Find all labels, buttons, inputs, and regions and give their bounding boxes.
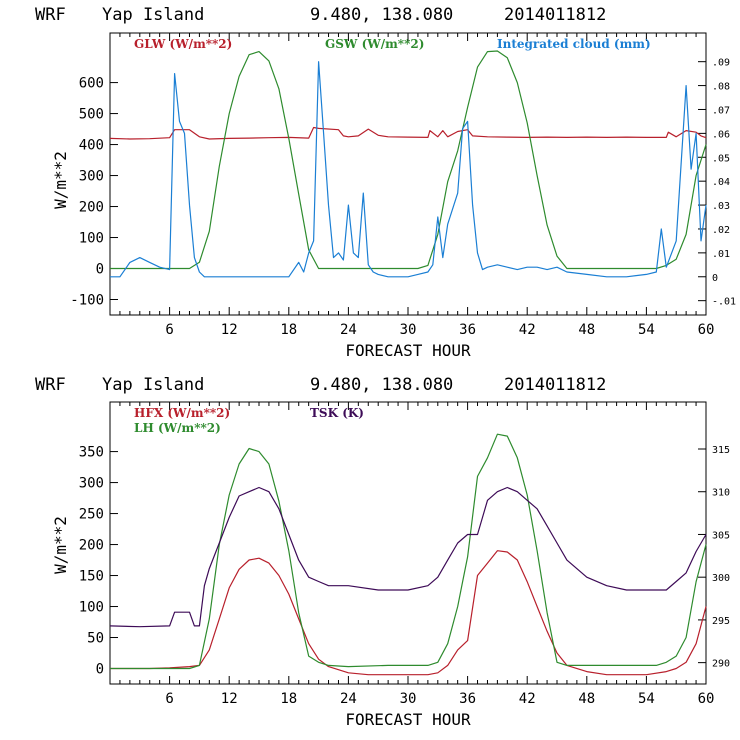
right-tick-label: .03: [712, 201, 730, 212]
y-tick-label: 300: [79, 169, 104, 185]
right-tick-label: .08: [712, 82, 730, 93]
y-tick-label: 300: [79, 476, 104, 492]
y-tick-label: 100: [79, 600, 104, 616]
y-tick-label: 400: [79, 138, 104, 154]
right-tick-label: .09: [712, 58, 730, 69]
right-tick-label: 300: [712, 573, 730, 584]
panel-radiation: WRF Yap Island 9.480, 138.080 2014011812…: [35, 5, 736, 360]
x-tick-label: 12: [221, 322, 238, 338]
x-tick-label: 54: [638, 322, 655, 338]
x-tick-labels: 6 12 18 24 30 36 42 48 54 60: [165, 691, 714, 707]
y-tick-labels: 0 50 100 150 200 250 300 350: [79, 445, 104, 678]
right-tick-label: .06: [712, 129, 730, 140]
series-line-glw: [109, 126, 707, 140]
header-model: WRF: [35, 5, 66, 25]
series-line-hfx: [110, 550, 707, 676]
x-tick-label: 60: [698, 691, 715, 707]
right-tick-label: 305: [712, 530, 730, 541]
x-tick-label: 42: [519, 322, 536, 338]
y-tick-label: 50: [87, 631, 104, 647]
legend-tsk: TSK (K): [310, 406, 364, 420]
x-tick-label: 24: [340, 322, 357, 338]
y-tick-label: 200: [79, 538, 104, 554]
y-axis-label: W/m**2: [51, 151, 70, 209]
x-tick-label: 42: [519, 691, 536, 707]
x-tick-label: 30: [400, 322, 417, 338]
right-tick-label: -.01: [712, 297, 736, 308]
y-tick-labels: -100 0 100 200 300 400 500 600: [70, 76, 104, 309]
x-tick-label: 54: [638, 691, 655, 707]
right-tick-label: 295: [712, 616, 730, 627]
legend-lh: LH (W/m**2): [134, 421, 221, 435]
x-tick-label: 6: [165, 691, 173, 707]
y-tick-label: 100: [79, 231, 104, 247]
series-line-integrated: [110, 61, 707, 278]
right-tick-label: 290: [712, 659, 730, 670]
y-tick-label: 200: [79, 200, 104, 216]
axis-ticks: [110, 402, 707, 684]
right-tick-labels: -.01 0 .01 .02 .03 .04 .05 .06 .07 .08 .09: [712, 58, 736, 308]
y-tick-label: 500: [79, 107, 104, 123]
x-tick-label: 30: [400, 691, 417, 707]
right-tick-label: 315: [712, 445, 730, 456]
y-axis-label: W/m**2: [51, 516, 70, 574]
right-tick-label: .01: [712, 249, 730, 260]
x-tick-label: 24: [340, 691, 357, 707]
header-location: Yap Island: [102, 375, 204, 395]
right-tick-label: .05: [712, 153, 730, 164]
x-tick-label: 48: [578, 322, 595, 338]
y-tick-label: 0: [96, 262, 104, 278]
header-coords: 9.480, 138.080: [310, 5, 453, 25]
right-tick-label: .04: [712, 177, 730, 188]
x-tick-label: 48: [578, 691, 595, 707]
x-tick-label: 36: [459, 691, 476, 707]
right-tick-label: .02: [712, 225, 730, 236]
x-axis-label: FORECAST HOUR: [345, 710, 471, 729]
right-tick-label: 310: [712, 488, 730, 499]
x-tick-label: 18: [280, 322, 297, 338]
x-tick-label: 12: [221, 691, 238, 707]
header-coords: 9.480, 138.080: [310, 375, 453, 395]
series-line-tsk: [109, 486, 707, 628]
y-tick-label: 150: [79, 569, 104, 585]
right-tick-label: .07: [712, 105, 730, 116]
x-axis-label: FORECAST HOUR: [345, 341, 471, 360]
y-tick-label: -100: [70, 293, 104, 309]
y-tick-label: 250: [79, 507, 104, 523]
legend-hfx: HFX (W/m**2): [134, 406, 230, 420]
x-tick-label: 6: [165, 322, 173, 338]
panel-surface-fluxes: WRF Yap Island 9.480, 138.080 2014011812…: [35, 375, 730, 729]
header-init-time: 2014011812: [504, 375, 606, 395]
data-series: [109, 50, 707, 278]
header-location: Yap Island: [102, 5, 204, 25]
x-tick-label: 36: [459, 322, 476, 338]
x-tick-label: 18: [280, 691, 297, 707]
header-init-time: 2014011812: [504, 5, 606, 25]
legend-integrated-cloud: Integrated cloud (mm): [497, 37, 651, 51]
y-tick-label: 0: [96, 662, 104, 678]
right-tick-labels: 290 295 300 305 310 315: [712, 445, 730, 670]
right-tick-label: 0: [712, 273, 718, 284]
plot-frame: [109, 401, 707, 685]
y-tick-label: 350: [79, 445, 104, 461]
x-tick-labels: 6 12 18 24 30 36 42 48 54 60: [165, 322, 714, 338]
legend-glw: GLW (W/m**2): [134, 37, 232, 51]
data-series: [109, 433, 707, 676]
x-tick-label: 60: [698, 322, 715, 338]
series-line-lh: [110, 433, 707, 670]
y-tick-label: 600: [79, 76, 104, 92]
header-model: WRF: [35, 375, 66, 395]
legend-gsw: GSW (W/m**2): [325, 37, 424, 51]
series-line-gsw: [110, 50, 707, 270]
